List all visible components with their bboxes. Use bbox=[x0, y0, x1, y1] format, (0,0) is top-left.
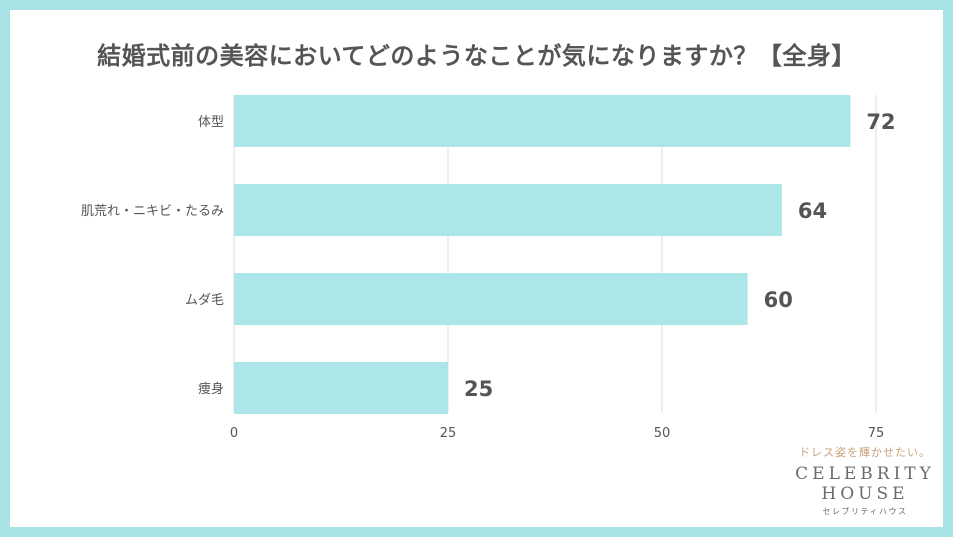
x-tick-label: 75 bbox=[868, 426, 885, 441]
x-tick-label: 25 bbox=[440, 426, 457, 441]
brand-logo: ドレス姿を輝かせたい。 CELEBRITY HOUSE セレブリティハウス bbox=[790, 444, 940, 517]
category-label: 体型 bbox=[198, 115, 224, 130]
brand-kana: セレブリティハウス bbox=[822, 507, 908, 516]
brand-name-line2: HOUSE bbox=[821, 484, 909, 504]
category-label: ムダ毛 bbox=[185, 293, 224, 308]
data-label: 25 bbox=[464, 377, 493, 401]
bar bbox=[234, 95, 851, 147]
x-tick-label: 50 bbox=[654, 426, 671, 441]
chart-title: 結婚式前の美容においてどのようなことが気になりますか？【全身】 bbox=[97, 42, 856, 70]
data-label: 60 bbox=[764, 288, 793, 312]
bar bbox=[234, 184, 782, 236]
brand-tagline: ドレス姿を輝かせたい。 bbox=[799, 446, 931, 459]
category-label: 肌荒れ・ニキビ・たるみ bbox=[81, 204, 224, 219]
category-label: 痩身 bbox=[198, 381, 224, 397]
x-tick-label: 0 bbox=[230, 426, 238, 441]
bar bbox=[234, 273, 748, 325]
data-label: 72 bbox=[866, 110, 895, 134]
bar bbox=[234, 362, 448, 414]
brand-name-line1: CELEBRITY bbox=[795, 464, 935, 484]
data-label: 64 bbox=[798, 199, 827, 223]
